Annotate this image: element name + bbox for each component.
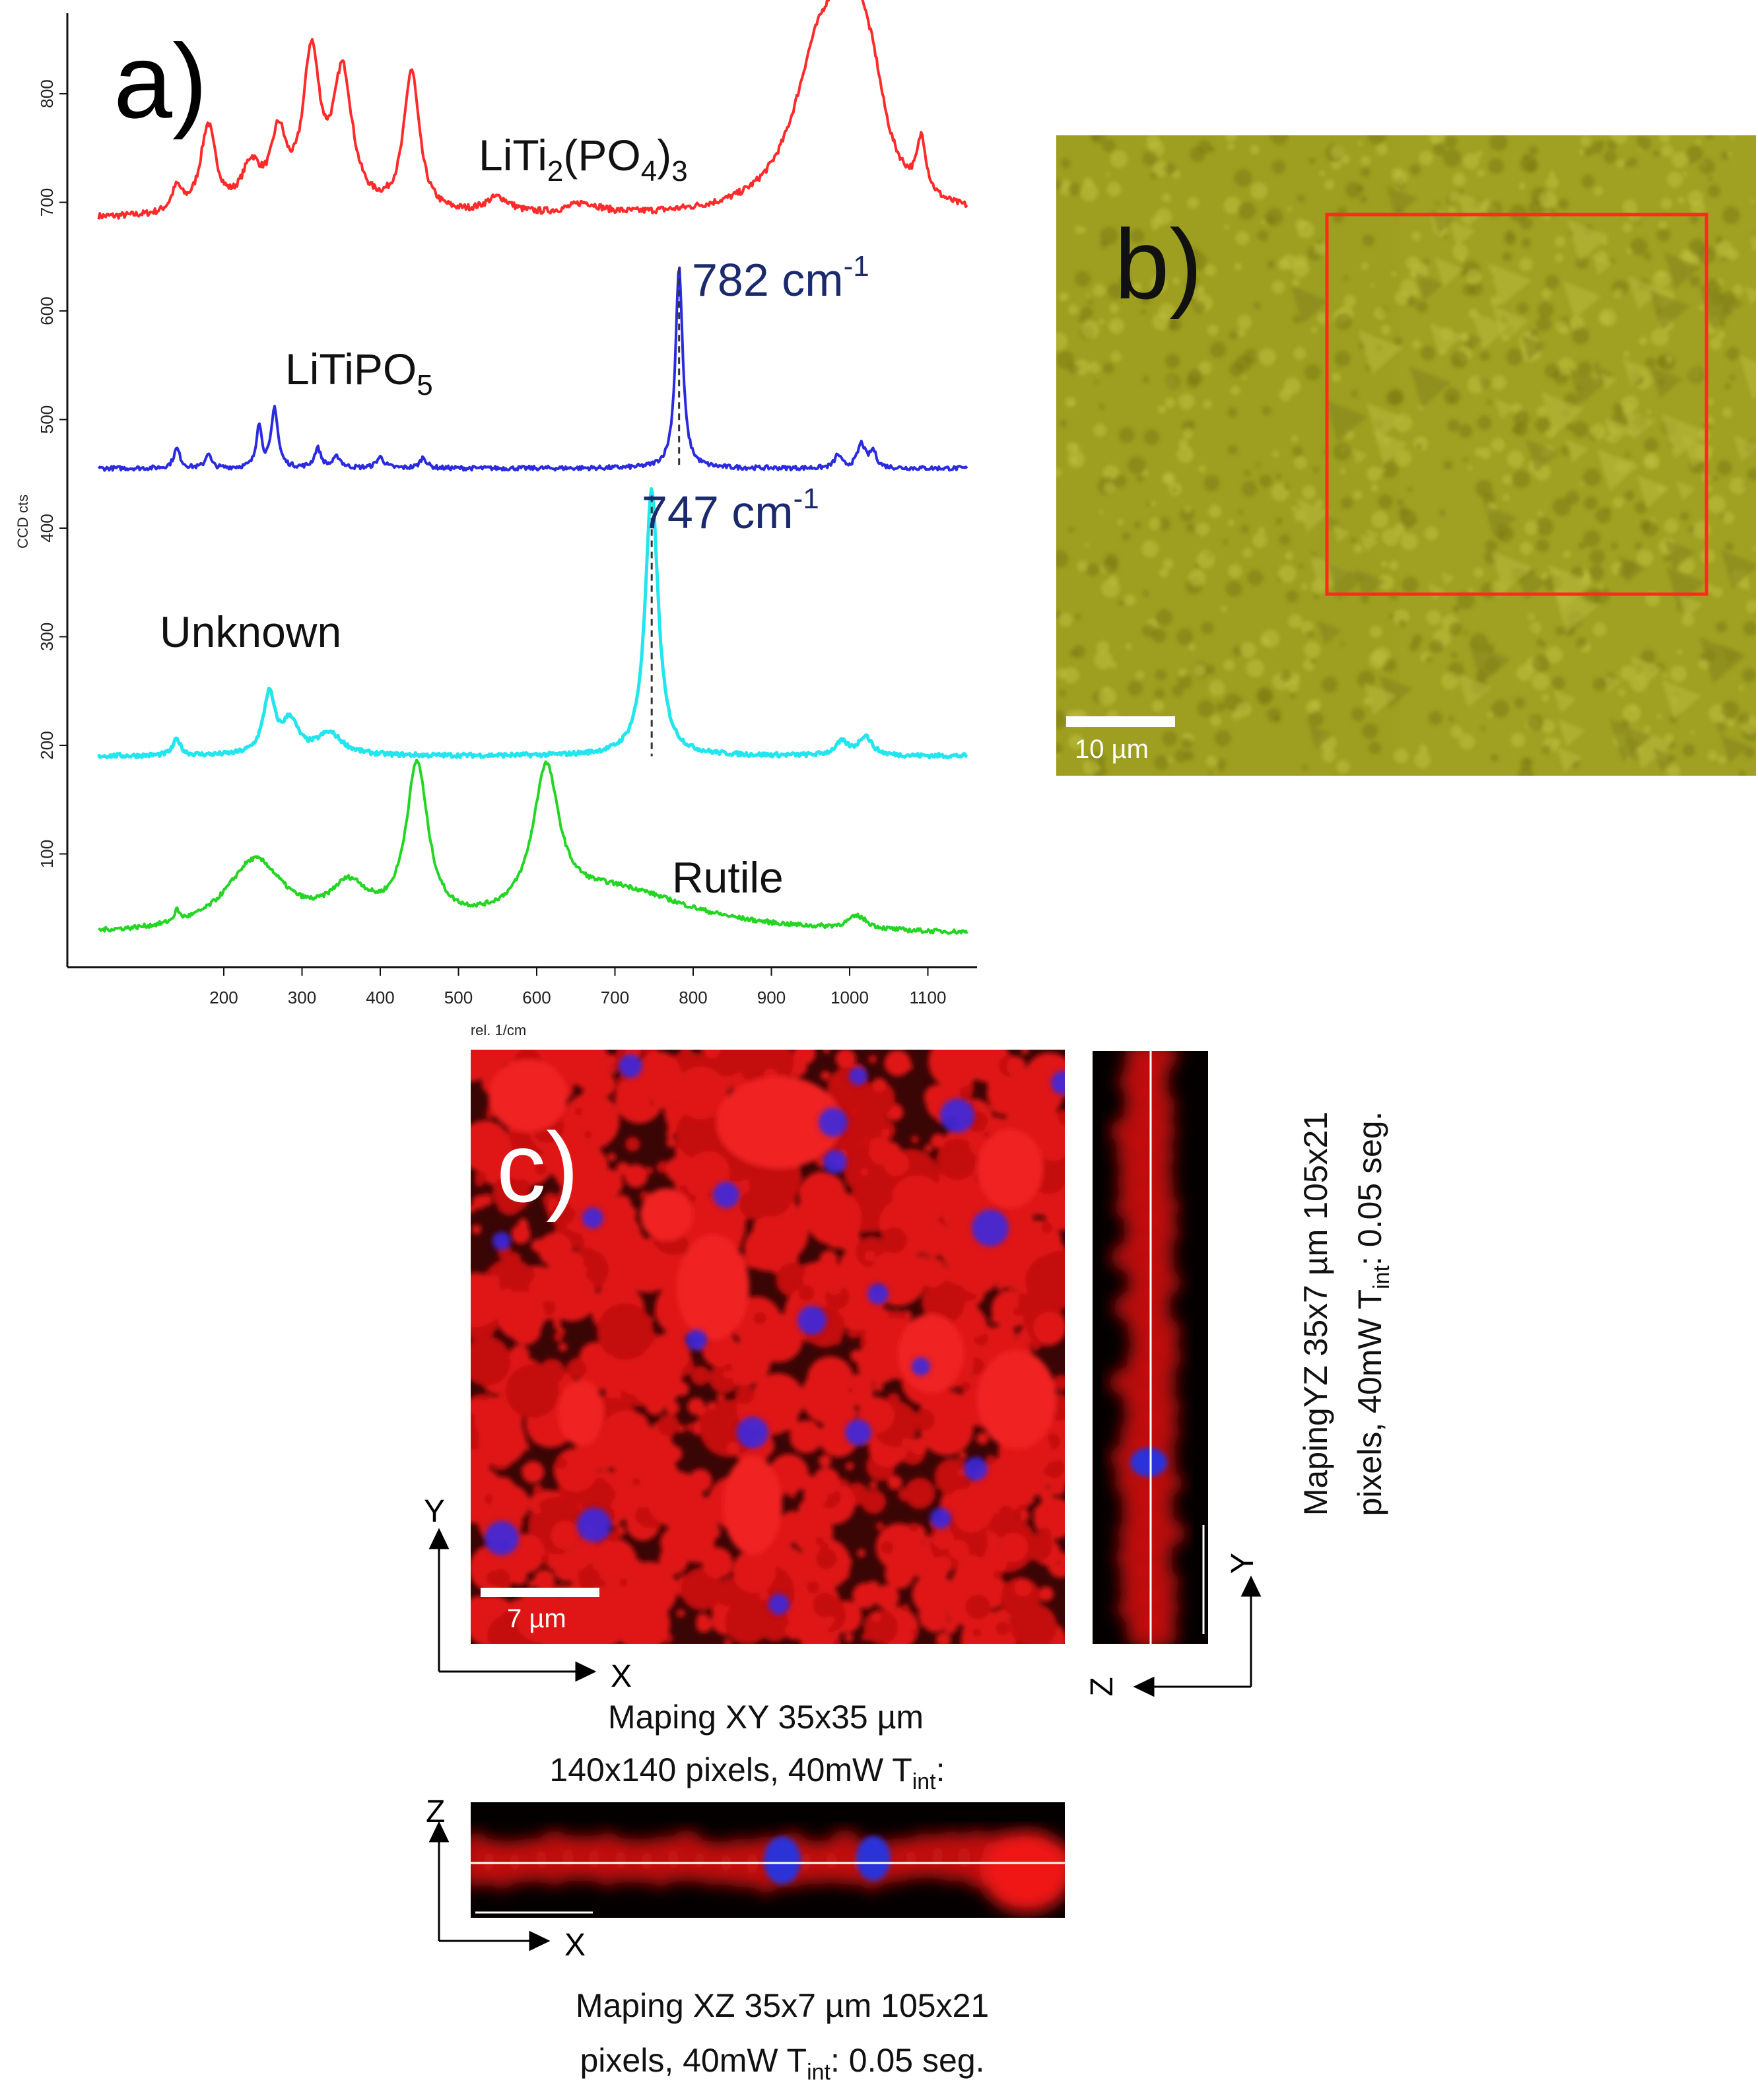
- map-xy: 7 µm c): [471, 1050, 1065, 1644]
- x-tick-label: 400: [366, 988, 394, 1007]
- x-tick-label: 600: [522, 988, 551, 1007]
- annotation-747: 747 cm-1: [642, 483, 819, 538]
- x-tick-label: 300: [288, 988, 316, 1007]
- caption-yz-line1: MapingYZ 35x7 µm 105x21: [1297, 1112, 1334, 1516]
- series-label-rutile: Rutile: [672, 853, 784, 902]
- y-tick-label: 300: [37, 623, 57, 651]
- axis-z-label-yz: Z: [1085, 1677, 1120, 1696]
- y-tick-label: 600: [37, 296, 57, 325]
- x-tick-label: 1100: [910, 988, 947, 1007]
- annotation-782: 782 cm-1: [692, 250, 869, 306]
- y-tick-label: 100: [37, 840, 57, 868]
- x-tick-label: 900: [757, 988, 786, 1007]
- yz-axes-arrows: [1133, 1575, 1262, 1697]
- series-line-1: [97, 266, 968, 472]
- series-label-ltipo5: LiTiPO5: [285, 345, 433, 401]
- y-tick-label: 700: [37, 188, 57, 217]
- x-axis-label: rel. 1/cm: [471, 1022, 526, 1038]
- map-yz: [1093, 1051, 1208, 1644]
- caption-yz-line2: pixels, 40mW Tint: 0.05 seg.: [1351, 1111, 1394, 1516]
- scale-bar-c-label: 7 µm: [507, 1604, 566, 1633]
- x-tick-label: 500: [444, 988, 473, 1007]
- optical-micrograph: 10 µm b): [1056, 135, 1756, 776]
- panel-b-letter: b): [1114, 209, 1202, 320]
- x-tick-label: 200: [209, 988, 238, 1007]
- series-line-2: [97, 487, 968, 760]
- x-tick-label: 1000: [830, 988, 869, 1007]
- map-xz: [471, 1802, 1065, 1918]
- axis-z-label-xz: Z: [426, 1794, 445, 1829]
- y-tick-label: 200: [37, 731, 57, 759]
- axis-y-label-xy: Y: [424, 1494, 445, 1529]
- y-axis-label: CCD cts: [15, 494, 31, 549]
- y-tick-label: 500: [37, 405, 57, 434]
- xy-axes-arrows: [428, 1528, 597, 1682]
- caption-xy-line2: 140x140 pixels, 40mW Tint:: [549, 1751, 945, 1794]
- x-tick-label: 800: [679, 988, 707, 1007]
- panel-c-letter: c): [496, 1112, 579, 1223]
- raman-maps: 7 µm c): [424, 1050, 1394, 2085]
- xz-axes-arrows: [428, 1821, 551, 1951]
- scale-bar-b-label: 10 µm: [1075, 735, 1149, 764]
- raman-chart: 100 200 300 400 500 600 700 800 200 300 400 500 600…: [15, 0, 977, 1038]
- panel-a-letter: a): [114, 22, 207, 140]
- caption-xy-line1: Maping XY 35x35 µm: [608, 1699, 924, 1736]
- region-of-interest: [1325, 213, 1708, 596]
- scale-bar-c: [481, 1588, 599, 1597]
- axis-x-label-xz: X: [564, 1928, 586, 1963]
- series-line-0: [97, 0, 968, 220]
- axis-y-label-yz: Y: [1225, 1553, 1260, 1574]
- y-tick-label: 400: [37, 514, 57, 542]
- scale-bar-b: [1066, 716, 1175, 727]
- series-label-lti2po43: LiTi2(PO4)3: [479, 131, 688, 187]
- series-label-unknown: Unknown: [160, 607, 341, 656]
- x-tick-label: 700: [601, 988, 629, 1007]
- caption-xz-line2: pixels, 40mW Tint: 0.05 seg.: [580, 2042, 984, 2085]
- axis-x-label-xy: X: [611, 1659, 632, 1694]
- caption-xz-line1: Maping XZ 35x7 µm 105x21: [576, 1987, 989, 2024]
- series-line-3: [98, 759, 968, 935]
- y-tick-label: 800: [37, 79, 57, 108]
